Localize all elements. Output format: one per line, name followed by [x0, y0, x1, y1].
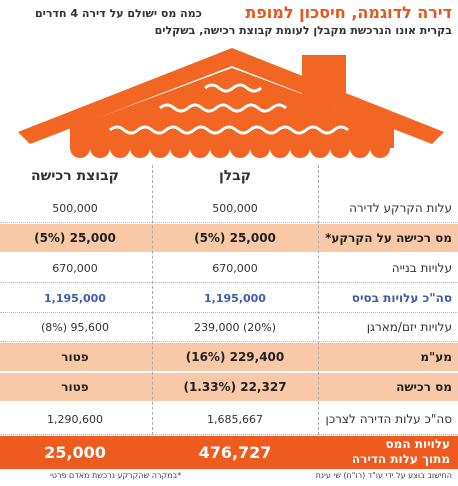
cell-value: (8%) 95,600: [40, 320, 110, 334]
roof-illustration: [18, 48, 444, 158]
credit: החישוב בוצע על ידי עו"ד (רו"ח) שי עינת: [315, 471, 452, 480]
total-label: עלויות המס מתוך עלות הדירה: [352, 437, 450, 467]
table-row: עלויות בנייה 670,000 670,000: [0, 254, 458, 283]
cell-value: 1,685,667: [207, 412, 263, 426]
cell-value: (5%) 25,000: [194, 231, 276, 245]
cell-value: (5%) 25,000: [34, 231, 116, 245]
total-value: 476,727: [198, 443, 272, 462]
table-row: מס רכישה על הקרקע* (5%) 25,000 (5%) 25,000: [0, 224, 458, 253]
cell-value: 1,195,000: [204, 291, 266, 305]
cell-value: 670,000: [52, 261, 98, 275]
cell-value: 500,000: [212, 201, 258, 215]
footnote: *במקרה שהקרקע נרכשת מאדם פרטי: [50, 471, 182, 480]
row-label: מס רכישה: [396, 380, 452, 394]
title: דירה לדוגמה, חיסכון למופת: [245, 3, 452, 22]
row-label: מס רכישה על הקרקע*: [325, 231, 452, 245]
cell-value: 1,290,600: [47, 412, 103, 426]
cell-value: (16%) 229,400: [185, 350, 285, 364]
total-label-line: מתוך עלות הדירה: [351, 452, 450, 466]
cell-value: פטור: [61, 380, 89, 394]
table-row: מס רכישה (1.33%) 22,327 פטור: [0, 373, 458, 402]
total-label-line: עלויות המס: [385, 437, 450, 451]
total-row: עלויות המס מתוך עלות הדירה 476,727 25,000: [0, 436, 458, 469]
row-label: עלות הקרקע לדירה: [349, 201, 452, 215]
subtitle: בקרית אונו הנרכשת מקבלן לעומת קבוצת רכיש…: [154, 24, 452, 37]
table-row: מע"מ (16%) 229,400 פטור: [0, 343, 458, 372]
table-row: עלויות יזם/מארגן 239,000 (20%) (8%) 95,600: [0, 313, 458, 342]
cell-value: 670,000: [212, 261, 258, 275]
column-header: קבלן: [218, 168, 252, 184]
cell-value: (1.33%) 22,327: [183, 380, 287, 394]
column-divider: [318, 165, 319, 435]
column-header: קבוצת רכישה: [31, 168, 119, 184]
row-label: עלויות יזם/מארגן: [366, 320, 452, 334]
cell-value: 1,195,000: [44, 291, 106, 305]
total-value: 25,000: [44, 443, 106, 462]
table-row: עלות הקרקע לדירה 500,000 500,000: [0, 194, 458, 223]
column-divider: [152, 165, 153, 435]
row-label: סה"כ עלויות בסיס: [351, 291, 452, 305]
cell-value: פטור: [61, 350, 89, 364]
table-row: סה"כ עלויות בסיס 1,195,000 1,195,000: [0, 284, 458, 313]
cell-value: 500,000: [52, 201, 98, 215]
row-label: עלויות בנייה: [391, 261, 452, 275]
table-row: סה"כ עלות הדירה לצרכן 1,685,667 1,290,600: [0, 404, 458, 435]
row-label: מע"מ: [420, 350, 452, 364]
subtitle: כמה מס ישולם על דירה 4 חדרים: [35, 7, 202, 20]
cell-value: 239,000 (20%): [193, 320, 277, 334]
row-label: סה"כ עלות הדירה לצרכן: [325, 412, 452, 426]
